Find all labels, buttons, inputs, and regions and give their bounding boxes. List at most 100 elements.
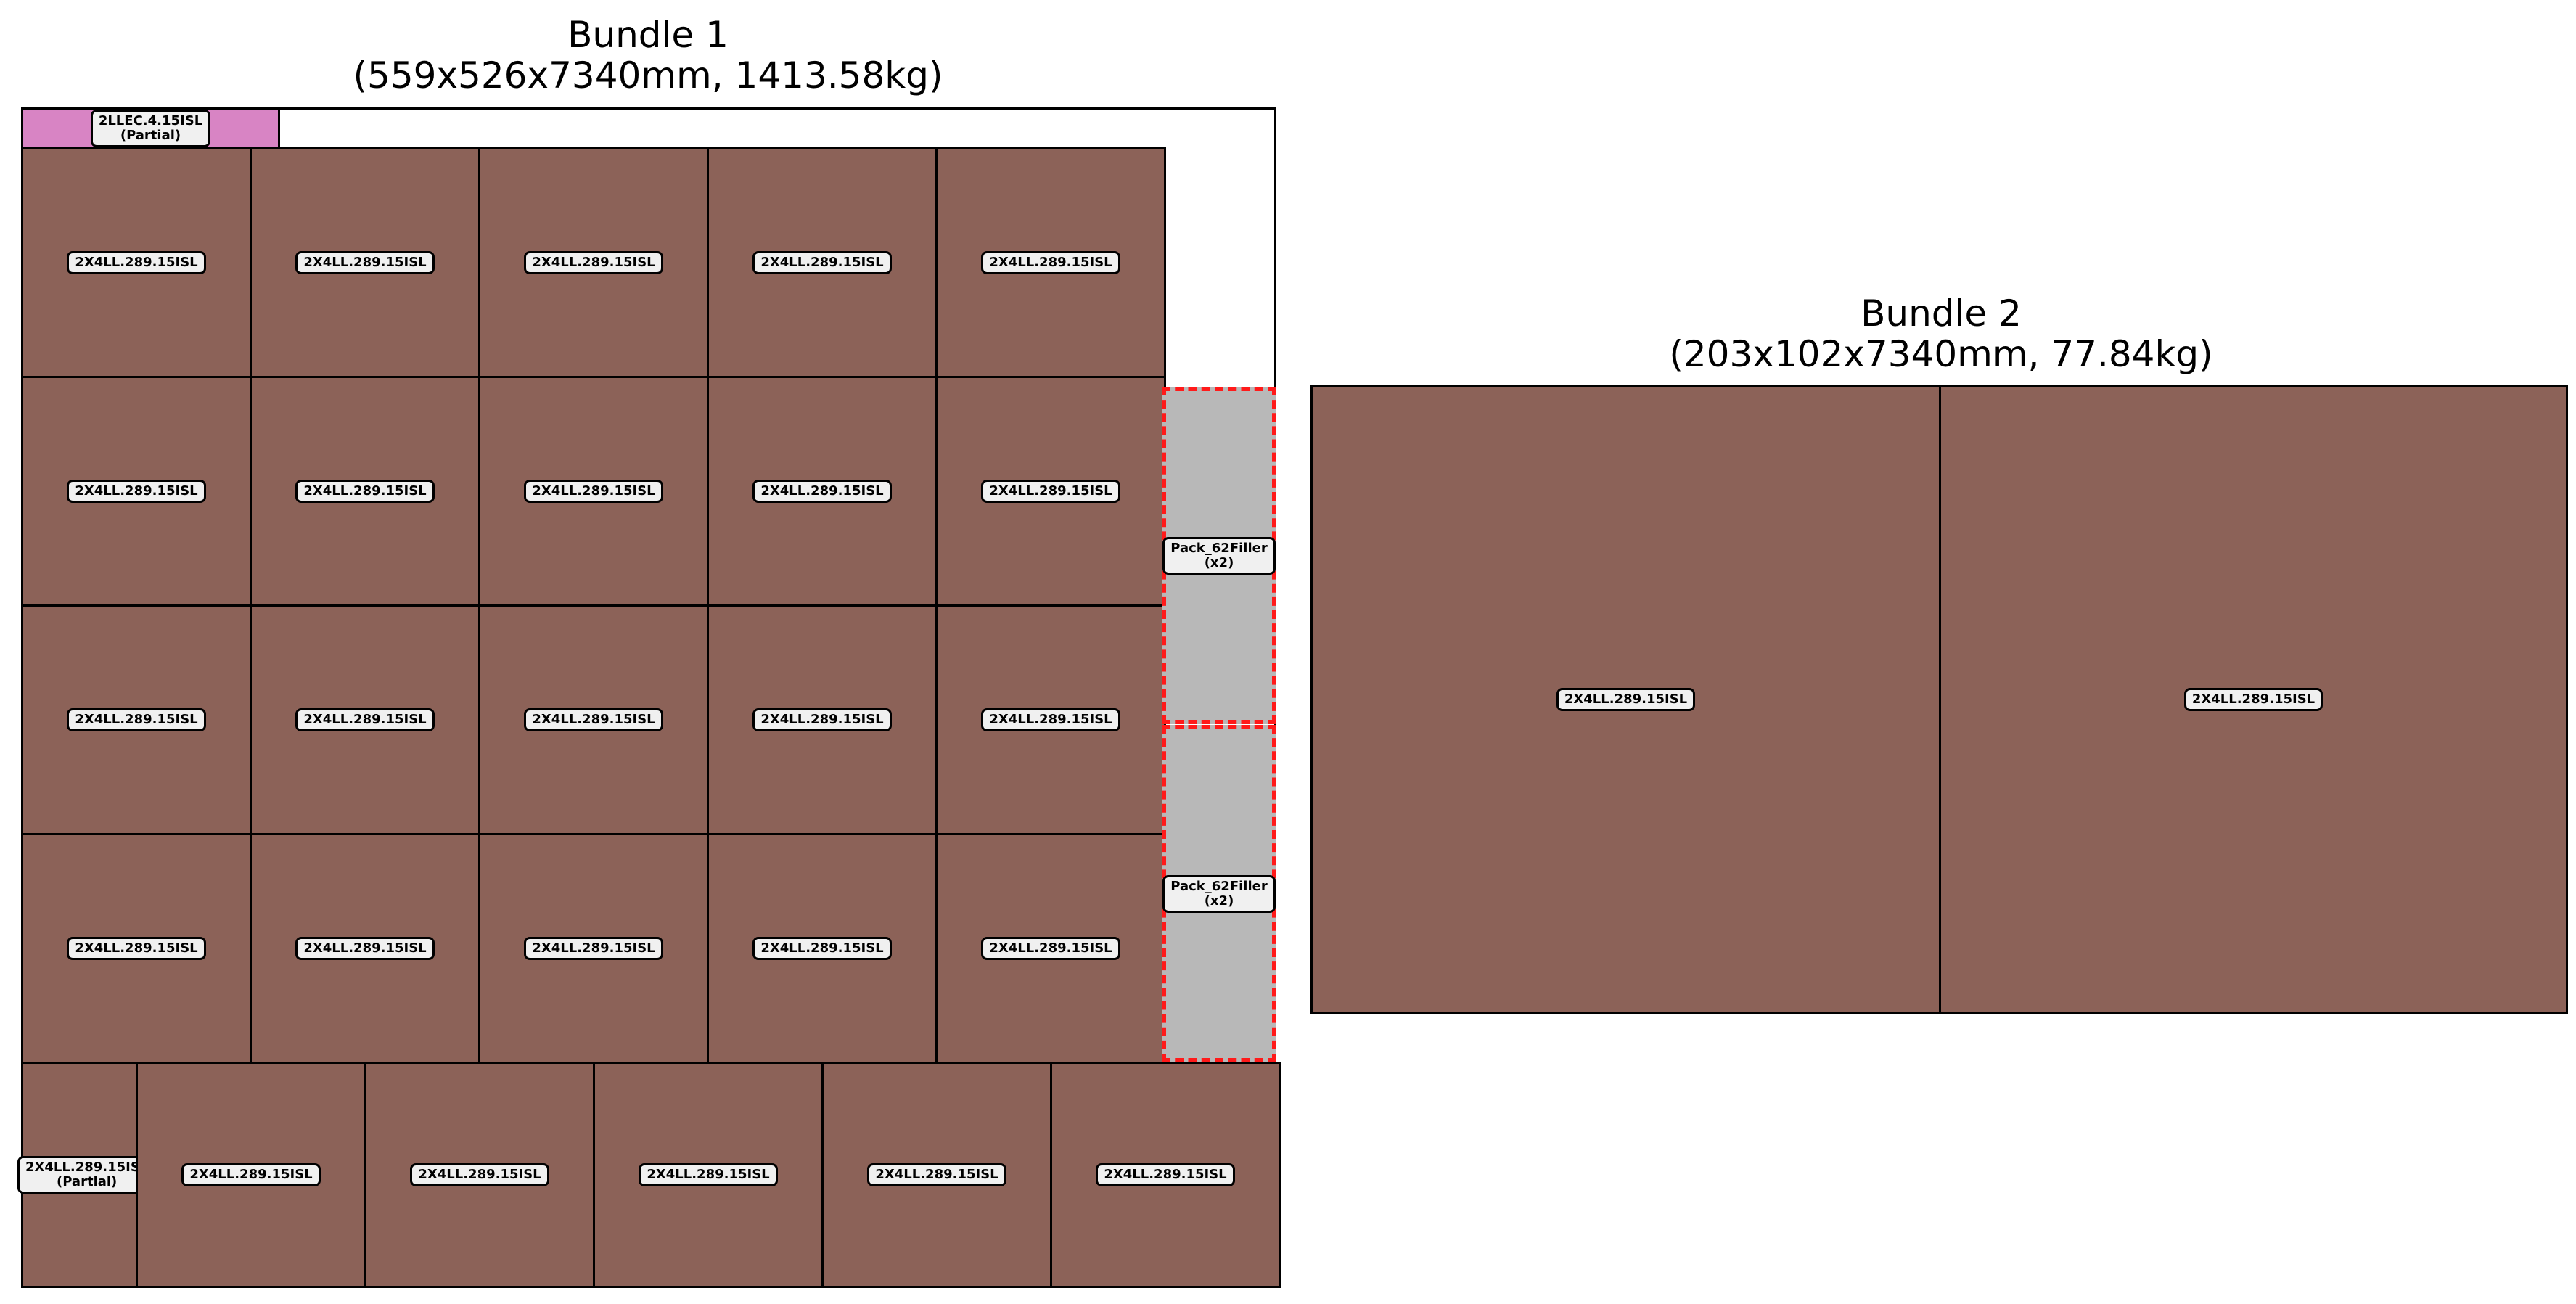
piece-label: 2X4LL.289.15ISL [295, 480, 435, 503]
piece-label: 2X4LL.289.15ISL [67, 480, 206, 503]
piece-label-text: 2LLEC.4.15ISL [98, 113, 203, 128]
piece-label-note: (Partial) [57, 1174, 118, 1189]
piece-label-text: 2X4LL.289.15ISL [989, 255, 1112, 270]
bundle-2-title: Bundle 2 (203x102x7340mm, 77.84kg) [1578, 293, 2304, 374]
piece-label: 2X4LL.289.15ISL [295, 708, 435, 731]
bundle-1-lumber-piece: 2X4LL.289.15ISL [593, 1062, 824, 1288]
piece-label: 2X4LL.289.15ISL [524, 708, 663, 731]
bundle-1-lumber-piece: 2X4LL.289.15ISL [707, 833, 938, 1064]
bundle-1-lumber-piece: 2X4LL.289.15ISL [21, 376, 252, 607]
bundle-1-lumber-piece: 2X4LL.289.15ISL [478, 147, 709, 378]
piece-label-text: 2X4LL.289.15ISL [75, 255, 198, 270]
bundle-1-lumber-piece: 2X4LL.289.15ISL [707, 147, 938, 378]
bundle-1-lumber-piece: 2X4LL.289.15ISL [935, 376, 1166, 607]
bundle-1-top-partial-piece: 2LLEC.4.15ISL (Partial) [21, 107, 280, 149]
piece-label-text: 2X4LL.289.15ISL [760, 940, 884, 956]
bundle-1-lumber-piece: 2X4LL.289.15ISL [935, 833, 1166, 1064]
bundle-1-lumber-piece: 2X4LL.289.15ISL [821, 1062, 1052, 1288]
piece-label: 2X4LL.289.15ISL [752, 251, 892, 274]
piece-label-text: 2X4LL.289.15ISL [303, 712, 427, 727]
piece-label: 2X4LL.289.15ISL [752, 480, 892, 503]
piece-label-text: 2X4LL.289.15ISL [75, 940, 198, 956]
bundle-1-lumber-piece: 2X4LL.289.15ISL [707, 604, 938, 835]
piece-label: 2X4LL.289.15ISL [67, 937, 206, 960]
piece-label: 2X4LL.289.15ISL [295, 251, 435, 274]
piece-label-text: 2X4LL.289.15ISL [303, 940, 427, 956]
piece-label-text: 2X4LL.289.15ISL [532, 940, 655, 956]
piece-label: 2X4LL.289.15ISL [981, 708, 1120, 731]
bundle-1-name: Bundle 1 [567, 14, 729, 56]
piece-label: 2X4LL.289.15ISL [1096, 1163, 1235, 1186]
piece-label: 2X4LL.289.15ISL [752, 937, 892, 960]
bundle-1-lumber-piece: 2X4LL.289.15ISL [1050, 1062, 1281, 1288]
piece-label-note: (x2) [1204, 554, 1234, 570]
piece-label-text: 2X4LL.289.15ISL [532, 255, 655, 270]
piece-label-text: 2X4LL.289.15ISL [760, 255, 884, 270]
piece-label-text: 2X4LL.289.15ISL [75, 712, 198, 727]
piece-label: 2X4LL.289.15ISL [67, 708, 206, 731]
piece-label-text: 2X4LL.289.15ISL [532, 712, 655, 727]
piece-label-text: Pack_62Filler [1170, 878, 1268, 894]
bundle-1-lumber-piece: 2X4LL.289.15ISL [478, 604, 709, 835]
piece-label: 2X4LL.289.15ISL [67, 251, 206, 274]
piece-label: 2X4LL.289.15ISL [410, 1163, 549, 1186]
piece-label-text: 2X4LL.289.15ISL [418, 1167, 541, 1182]
piece-label: 2X4LL.289.15ISL [752, 708, 892, 731]
piece-label-note: (x2) [1204, 893, 1234, 909]
piece-label: Pack_62Filler (x2) [1162, 874, 1276, 913]
piece-label: 2X4LL.289.15ISL [639, 1163, 778, 1186]
bundle-2-lumber-piece: 2X4LL.289.15ISL [1939, 385, 2568, 1014]
bundle-1-lumber-piece: 2X4LL.289.15ISL [250, 604, 480, 835]
piece-label-text: 2X4LL.289.15ISL [1104, 1167, 1227, 1182]
bundle-1-lumber-piece: 2X4LL.289.15ISL [935, 604, 1166, 835]
piece-label-text: 2X4LL.289.15ISL [2191, 691, 2315, 707]
piece-label: 2X4LL.289.15ISL [981, 480, 1120, 503]
piece-label: 2X4LL.289.15ISL [524, 251, 663, 274]
bundle-2-name: Bundle 2 [1861, 292, 2022, 335]
piece-label: 2X4LL.289.15ISL (Partial) [17, 1156, 157, 1194]
piece-label: 2X4LL.289.15ISL [295, 937, 435, 960]
piece-label: 2X4LL.289.15ISL [524, 937, 663, 960]
piece-label: 2X4LL.289.15ISL [181, 1163, 321, 1186]
bundle-1-lumber-piece: 2X4LL.289.15ISL [21, 147, 252, 378]
piece-label-text: 2X4LL.289.15ISL [25, 1160, 149, 1175]
piece-label: 2X4LL.289.15ISL [1556, 687, 1696, 711]
piece-label-text: 2X4LL.289.15ISL [75, 483, 198, 499]
bundle-1-lumber-piece: 2X4LL.289.15ISL [21, 604, 252, 835]
piece-label-text: 2X4LL.289.15ISL [189, 1167, 313, 1182]
bundle-1-lumber-piece: 2X4LL.289.15ISL [364, 1062, 595, 1288]
piece-label-text: 2X4LL.289.15ISL [647, 1167, 770, 1182]
bundle-1-lumber-piece: 2X4LL.289.15ISL [935, 147, 1166, 378]
bundle-1-bottom-partial-piece: 2X4LL.289.15ISL (Partial) [17, 1062, 157, 1288]
piece-label-note: (Partial) [120, 128, 181, 143]
piece-label-text: 2X4LL.289.15ISL [989, 940, 1112, 956]
piece-label-text: 2X4LL.289.15ISL [303, 483, 427, 499]
bundle-1-lumber-piece: 2X4LL.289.15ISL [136, 1062, 366, 1288]
bundle-1-lumber-piece: 2X4LL.289.15ISL [250, 833, 480, 1064]
piece-label-text: 2X4LL.289.15ISL [989, 712, 1112, 727]
piece-label-text: 2X4LL.289.15ISL [1564, 691, 1688, 707]
piece-label: 2X4LL.289.15ISL [981, 251, 1120, 274]
piece-label: Pack_62Filler (x2) [1162, 536, 1276, 575]
piece-label-text: Pack_62Filler [1170, 540, 1268, 556]
bundle-1-lumber-piece: 2X4LL.289.15ISL [21, 833, 252, 1064]
piece-label: 2LLEC.4.15ISL (Partial) [90, 110, 211, 147]
bundle-1-filler-piece: Pack_62Filler (x2) [1162, 725, 1276, 1062]
piece-label: 2X4LL.289.15ISL [867, 1163, 1006, 1186]
bundle-1-lumber-piece: 2X4LL.289.15ISL [250, 376, 480, 607]
bundle-1-lumber-piece: 2X4LL.289.15ISL [478, 833, 709, 1064]
piece-label-text: 2X4LL.289.15ISL [760, 712, 884, 727]
piece-label-text: 2X4LL.289.15ISL [989, 483, 1112, 499]
bundle-2-dimensions: (203x102x7340mm, 77.84kg) [1669, 333, 2213, 375]
piece-label: 2X4LL.289.15ISL [981, 937, 1120, 960]
bundle-1-dimensions: (559x526x7340mm, 1413.58kg) [353, 54, 943, 97]
bundle-1-lumber-piece: 2X4LL.289.15ISL [707, 376, 938, 607]
piece-label-text: 2X4LL.289.15ISL [532, 483, 655, 499]
bundle-1-title: Bundle 1 (559x526x7340mm, 1413.58kg) [285, 15, 1011, 96]
piece-label: 2X4LL.289.15ISL [524, 480, 663, 503]
piece-label-text: 2X4LL.289.15ISL [760, 483, 884, 499]
bundle-1-lumber-piece: 2X4LL.289.15ISL [478, 376, 709, 607]
piece-label-text: 2X4LL.289.15ISL [303, 255, 427, 270]
piece-label-text: 2X4LL.289.15ISL [875, 1167, 998, 1182]
bundle-1-filler-piece: Pack_62Filler (x2) [1162, 387, 1276, 724]
